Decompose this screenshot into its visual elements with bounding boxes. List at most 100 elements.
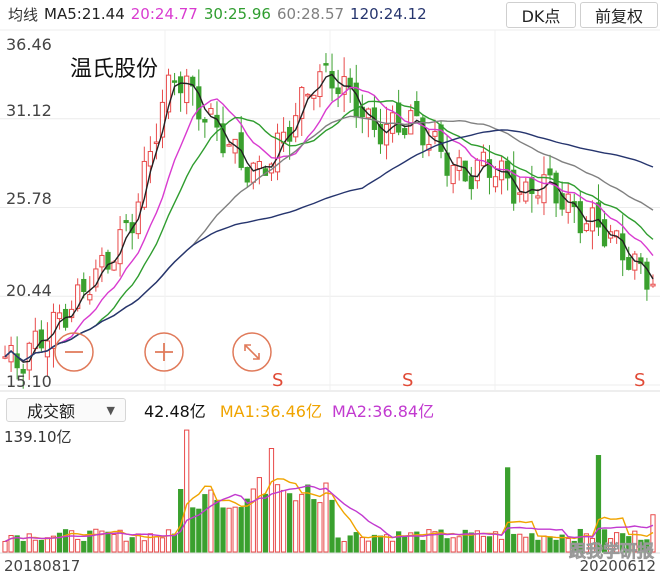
signal-s-2: S bbox=[402, 370, 413, 391]
volume-bar bbox=[529, 533, 535, 553]
volume-bar bbox=[123, 540, 129, 553]
ma120-line bbox=[4, 129, 654, 362]
volume-bar bbox=[607, 538, 614, 553]
expand-icon[interactable] bbox=[232, 332, 272, 372]
volume-bar bbox=[93, 528, 99, 553]
volume-bar bbox=[99, 530, 105, 553]
volume-bar bbox=[44, 537, 51, 553]
volume-bar bbox=[287, 493, 293, 553]
volume-bar bbox=[141, 540, 147, 553]
volume-bar bbox=[250, 488, 256, 553]
end-date: 20200612 bbox=[580, 557, 656, 575]
volume-bar bbox=[14, 535, 20, 553]
candle bbox=[601, 219, 608, 247]
volume-bar bbox=[402, 535, 408, 553]
volume-bar bbox=[408, 532, 414, 553]
volume-ma2-line bbox=[4, 485, 654, 543]
volume-bar bbox=[595, 455, 602, 553]
candle bbox=[511, 169, 517, 204]
volume-bar bbox=[178, 488, 184, 553]
signal-markers: S S S bbox=[272, 370, 645, 391]
start-date: 20180817 bbox=[4, 557, 80, 575]
volume-indicator-select[interactable]: 成交额 ▼ bbox=[6, 398, 126, 422]
dk-point-button[interactable]: DK点 bbox=[506, 2, 576, 28]
candle bbox=[529, 177, 535, 194]
volume-bar bbox=[589, 537, 596, 553]
volume-bar bbox=[468, 532, 474, 553]
volume-bar bbox=[220, 507, 226, 553]
ma-legend-bar: 均线 MA5:21.44 20:24.77 30:25.96 60:28.57 … bbox=[0, 0, 660, 28]
candle bbox=[93, 268, 99, 288]
zoom-in-button[interactable] bbox=[144, 332, 184, 372]
volume-bar bbox=[75, 538, 81, 553]
volume-bar bbox=[353, 532, 359, 553]
candle bbox=[535, 195, 541, 199]
candle bbox=[208, 107, 214, 115]
volume-bar bbox=[202, 494, 208, 553]
volume-bar bbox=[56, 532, 63, 553]
volume-bar bbox=[50, 535, 57, 553]
candle bbox=[323, 63, 329, 66]
volume-bar bbox=[456, 536, 462, 553]
volume-bar bbox=[614, 532, 620, 553]
volume-bar bbox=[147, 533, 153, 553]
volume-bar bbox=[541, 535, 547, 553]
volume-ma2: MA2:36.84亿 bbox=[331, 402, 435, 421]
volume-bar bbox=[632, 530, 638, 553]
volume-bar bbox=[280, 489, 287, 553]
candle bbox=[480, 151, 487, 167]
candle bbox=[650, 283, 656, 287]
volume-bar bbox=[492, 531, 499, 553]
volume-bar bbox=[535, 539, 541, 553]
volume-bar bbox=[171, 533, 178, 553]
volume-bar bbox=[420, 539, 426, 553]
volume-bar bbox=[341, 540, 347, 553]
volume-bar bbox=[480, 535, 487, 553]
candle bbox=[492, 176, 499, 188]
candle bbox=[456, 157, 462, 171]
chart-controls bbox=[54, 332, 272, 372]
volume-bar bbox=[498, 538, 505, 553]
candle bbox=[123, 220, 129, 224]
volume-bar bbox=[432, 531, 438, 553]
candle bbox=[184, 75, 190, 104]
price-tick-labels: 36.46 31.12 25.78 20.44 15.10 bbox=[6, 35, 52, 391]
candle bbox=[547, 168, 553, 176]
volume-bar bbox=[226, 507, 232, 553]
forward-adjust-button[interactable]: 前复权 bbox=[580, 2, 658, 28]
candle bbox=[432, 131, 438, 137]
volume-bar bbox=[571, 540, 577, 553]
volume-bar bbox=[547, 536, 553, 553]
volume-bar bbox=[153, 536, 160, 553]
candle bbox=[450, 164, 456, 185]
chevron-down-icon: ▼ bbox=[106, 403, 115, 417]
candle bbox=[171, 80, 178, 83]
volume-bar bbox=[444, 538, 450, 553]
volume-bar bbox=[38, 539, 44, 553]
candle bbox=[577, 201, 583, 234]
volume-indicator-label: 成交额 bbox=[27, 402, 76, 421]
ma-lines bbox=[4, 73, 654, 363]
volume-bar bbox=[347, 535, 353, 553]
volume-bar bbox=[244, 498, 250, 553]
candle bbox=[105, 251, 111, 270]
candle bbox=[377, 123, 384, 145]
volume-bar bbox=[601, 529, 608, 553]
volume-bar bbox=[159, 537, 166, 553]
volume-bar bbox=[553, 539, 559, 553]
candle bbox=[402, 128, 408, 136]
zoom-out-button[interactable] bbox=[54, 332, 94, 372]
volume-bar bbox=[62, 529, 69, 553]
candle bbox=[595, 202, 602, 228]
volume-bar bbox=[105, 531, 111, 553]
ma60-value: 60:28.57 bbox=[276, 5, 345, 23]
volume-bar bbox=[505, 467, 511, 553]
volume-bar bbox=[620, 533, 626, 553]
candle bbox=[141, 160, 147, 208]
candle bbox=[335, 87, 341, 95]
candle bbox=[299, 87, 305, 119]
stock-name: 温氏股份 bbox=[70, 57, 158, 82]
price-tick-1: 36.46 bbox=[6, 35, 52, 54]
candle bbox=[638, 257, 644, 265]
